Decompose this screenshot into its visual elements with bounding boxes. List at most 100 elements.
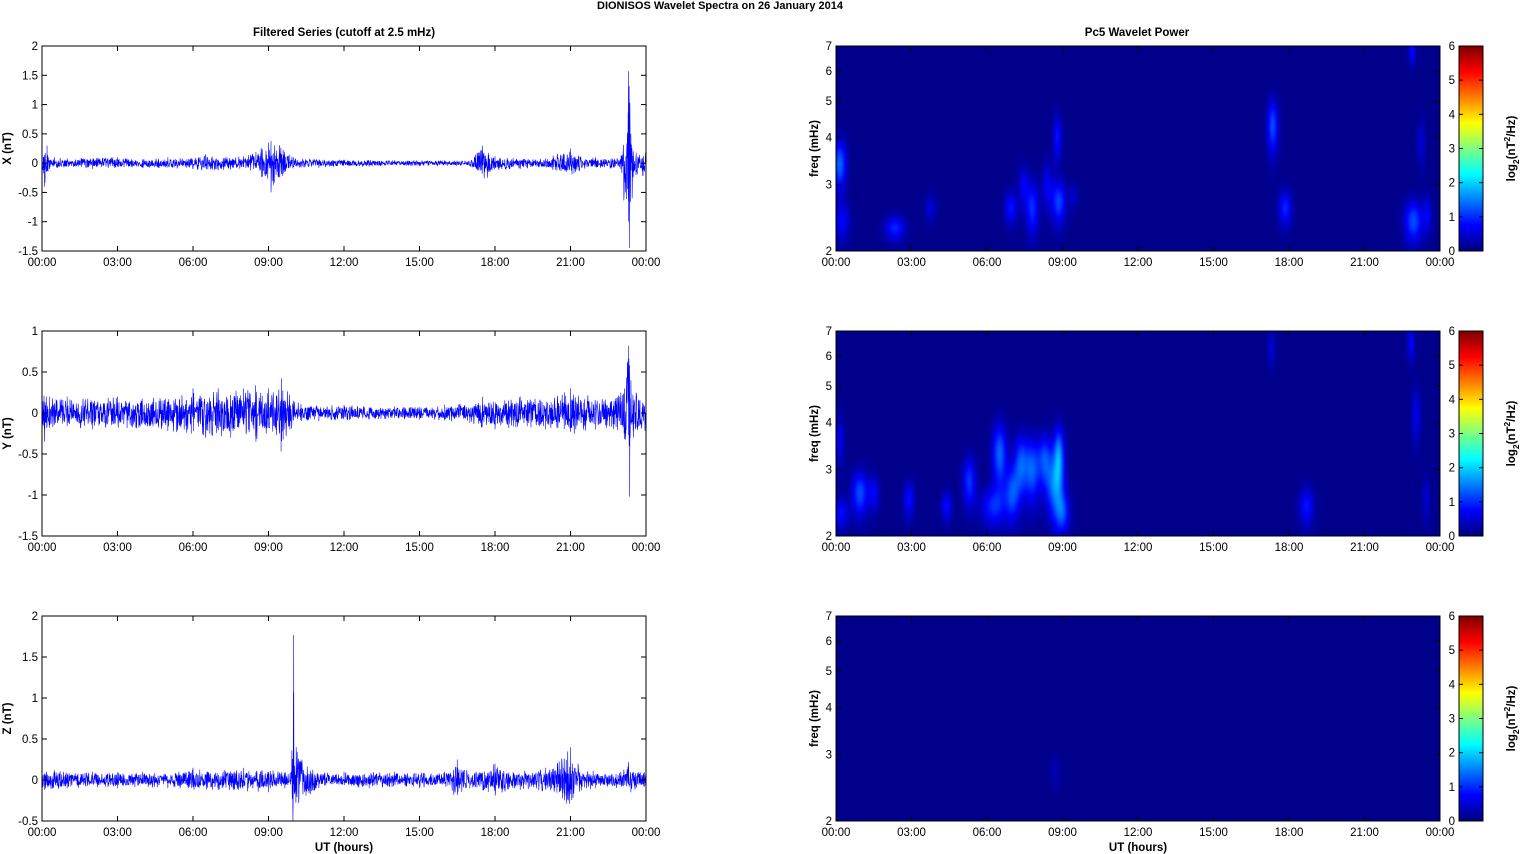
x-tick-label: 00:00 — [28, 827, 57, 839]
colorbar-label-part: 2 — [1502, 136, 1512, 141]
x-tick-label: 18:00 — [1275, 257, 1304, 269]
colorbar-label-part: log — [1506, 449, 1518, 466]
z-wavelet-plot: 2 3 4 5 6 7 00:00 03:00 06:00 09:00 12:00 15:00 18:0… — [809, 611, 1521, 854]
z-series-series-line — [41, 634, 647, 822]
colorbar-label-part: log — [1506, 164, 1518, 181]
x-tick-label: 00:00 — [1426, 542, 1455, 554]
z-wavelet-ylabel: freq (mHz) — [809, 690, 821, 747]
colorbar-tick-label: 1 — [1449, 212, 1455, 224]
colorbar-tick-label: 2 — [1449, 748, 1455, 760]
x-tick-label: 06:00 — [973, 542, 1002, 554]
y-tick-label: 2 — [826, 816, 832, 828]
y-tick-label: 0.5 — [22, 734, 38, 746]
colorbar-tick-label: 0 — [1449, 816, 1455, 828]
colorbar-label-part: /Hz) — [1506, 400, 1518, 421]
x-tick-label: 03:00 — [897, 257, 926, 269]
x-tick-label: 09:00 — [254, 257, 283, 269]
x-wavelet-colorbar-label: log2(nT2/Hz) — [1502, 115, 1521, 181]
z-wavelet-heatmap-image — [836, 616, 1440, 821]
y-tick-label: 0 — [32, 158, 38, 170]
y-tick-label: 4 — [826, 703, 833, 715]
x-tick-label: 15:00 — [405, 542, 434, 554]
colorbar-tick-label: 5 — [1449, 75, 1455, 87]
colorbar-tick-label: 4 — [1449, 109, 1456, 121]
x-wavelet-heatmap-image — [836, 46, 1440, 251]
colorbar-tick-label: 3 — [1449, 144, 1455, 156]
x-tick-label: 12:00 — [1124, 827, 1153, 839]
colorbar-label-part: 2 — [1511, 444, 1521, 449]
y-series-series-line — [41, 345, 647, 497]
x-series-plot: -1.5 -1 -0.5 0 0.5 1 1.5 2 00:00 03:00 06:00 09:00 1… — [2, 41, 660, 269]
y-tick-label: 4 — [826, 133, 833, 145]
y-tick-label: 2 — [826, 531, 832, 543]
x-tick-label: 09:00 — [1048, 257, 1077, 269]
colorbar-label-part: log — [1506, 734, 1518, 751]
x-tick-label: 00:00 — [822, 542, 851, 554]
x-tick-label: 12:00 — [330, 257, 359, 269]
y-tick-label: 0.5 — [22, 129, 38, 141]
x-tick-label: 15:00 — [1199, 257, 1228, 269]
x-tick-label: 12:00 — [330, 827, 359, 839]
x-wavelet-ylabel: freq (mHz) — [809, 120, 821, 177]
y-tick-label: 3 — [826, 750, 832, 762]
y-tick-label: 1.5 — [22, 652, 38, 664]
x-tick-label: 09:00 — [1048, 827, 1077, 839]
figure-title: DIONISOS Wavelet Spectra on 26 January 2… — [597, 0, 844, 12]
colorbar-tick-label: 4 — [1449, 394, 1456, 406]
y-tick-label: 1.5 — [22, 70, 38, 82]
y-tick-label: 5 — [826, 381, 832, 393]
colorbar-label-part: /Hz) — [1506, 685, 1518, 706]
x-series-ylabel: X (nT) — [2, 132, 14, 165]
x-tick-label: 00:00 — [28, 257, 57, 269]
left-column-title: Filtered Series (cutoff at 2.5 mHz) — [253, 27, 435, 39]
x-tick-label: 03:00 — [103, 257, 132, 269]
right-column-title: Pc5 Wavelet Power — [1085, 27, 1190, 39]
x-tick-label: 06:00 — [179, 257, 208, 269]
y-tick-label: 0 — [32, 408, 38, 420]
y-tick-label: -1 — [28, 490, 38, 502]
x-tick-label: 21:00 — [556, 827, 585, 839]
colorbar-tick-label: 5 — [1449, 360, 1455, 372]
x-tick-label: 21:00 — [1350, 542, 1379, 554]
y-tick-label: -0.5 — [18, 449, 38, 461]
x-tick-label: 09:00 — [254, 542, 283, 554]
colorbar-tick-label: 6 — [1449, 326, 1455, 338]
x-tick-label: 09:00 — [254, 827, 283, 839]
x-tick-label: 15:00 — [405, 827, 434, 839]
x-tick-label: 03:00 — [897, 827, 926, 839]
colorbar-tick-label: 3 — [1449, 714, 1455, 726]
y-tick-label: 3 — [826, 180, 832, 192]
x-tick-label: 12:00 — [1124, 257, 1153, 269]
x-tick-label: 15:00 — [1199, 542, 1228, 554]
x-tick-label: 00:00 — [632, 542, 661, 554]
x-tick-label: 18:00 — [1275, 827, 1304, 839]
y-tick-label: 7 — [826, 326, 832, 338]
y-tick-label: 2 — [32, 41, 38, 53]
y-tick-label: 7 — [826, 611, 832, 623]
x-tick-label: 18:00 — [1275, 542, 1304, 554]
x-tick-label: 18:00 — [481, 827, 510, 839]
x-tick-label: 00:00 — [822, 257, 851, 269]
colorbar-tick-label: 0 — [1449, 246, 1455, 258]
colorbar-tick-label: 2 — [1449, 178, 1455, 190]
colorbar-tick-label: 1 — [1449, 782, 1455, 794]
x-tick-label: 21:00 — [556, 257, 585, 269]
y-wavelet-plot: 2 3 4 5 6 7 00:00 03:00 06:00 09:00 12:00 15:00 18:0… — [809, 326, 1521, 554]
y-tick-label: -1 — [28, 217, 38, 229]
x-tick-label: 12:00 — [1124, 542, 1153, 554]
colorbar-tick-label: 4 — [1449, 679, 1456, 691]
y-tick-label: 4 — [826, 418, 833, 430]
y-tick-label: 1 — [32, 693, 38, 705]
colorbar-label-part: 2 — [1502, 706, 1512, 711]
x-tick-label: 15:00 — [1199, 827, 1228, 839]
y-tick-label: 7 — [826, 41, 832, 53]
x-tick-label: 12:00 — [330, 542, 359, 554]
colorbar-label-part: /Hz) — [1506, 115, 1518, 136]
y-tick-label: 5 — [826, 666, 832, 678]
y-series-axes-bg — [42, 331, 646, 536]
x-tick-label: 00:00 — [822, 827, 851, 839]
y-tick-label: 5 — [826, 96, 832, 108]
colorbar-tick-label: 5 — [1449, 645, 1455, 657]
colorbar-tick-label: 6 — [1449, 41, 1455, 53]
